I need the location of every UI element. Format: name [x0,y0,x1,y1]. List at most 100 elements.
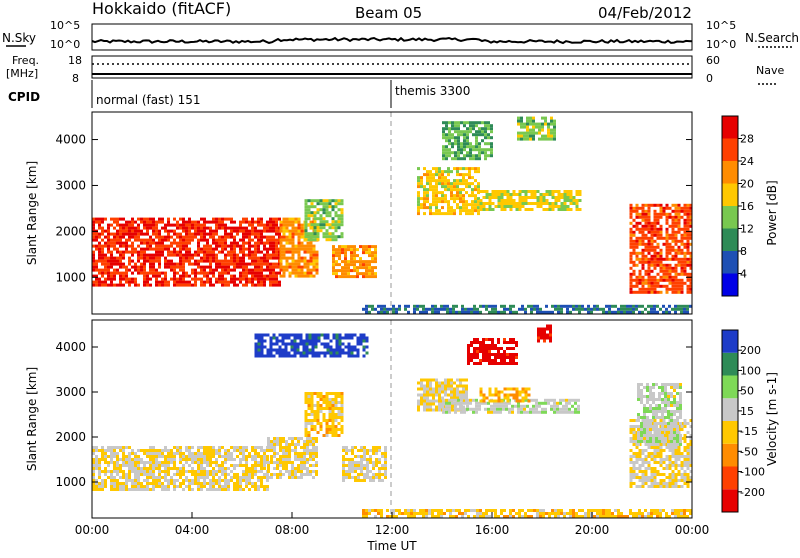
power-cell [294,265,298,269]
power-cell [560,196,564,199]
power-cell [218,280,221,284]
power-cell [131,232,134,236]
velocity-cell [460,410,463,414]
power-cell [179,259,182,263]
velocity-cell [541,410,544,414]
velocity-cell [366,476,369,479]
power-cell [113,244,116,248]
velocity-cell [245,473,248,476]
velocity-cell [565,398,568,402]
power-cell [359,260,362,264]
power-cell [164,271,167,275]
power-cell [524,202,528,205]
power-cell [188,283,191,287]
velocity-cell [101,485,104,488]
power-cell [149,217,152,221]
power-cell [122,262,125,266]
station-title: Hokkaido (fitACF) [92,0,231,18]
power-cell [423,200,426,204]
power-cell [131,259,134,263]
power-cell [110,277,113,281]
power-cell [463,130,466,134]
power-cell [653,284,657,288]
power-cell [347,272,350,276]
power-cell [344,245,347,249]
power-cell [278,283,281,287]
power-cell [650,254,654,258]
power-cell [285,238,289,242]
velocity-cell [167,470,170,473]
power-cell [371,269,374,273]
velocity-cell [266,458,269,461]
power-cell [254,247,257,251]
velocity-cell [337,416,341,419]
power-cell [167,217,170,221]
velocity-cell [482,359,485,362]
velocity-cell [291,461,294,464]
power-cell [463,124,466,128]
power-cell [677,212,681,216]
power-cell [266,259,269,263]
velocity-cell [337,413,341,416]
velocity-cell [523,410,526,414]
power-cell [488,304,491,308]
power-cell [659,260,663,264]
power-cell [423,212,426,216]
velocity-cell [335,342,339,346]
power-cell [689,224,693,228]
power-cell [272,220,275,224]
velocity-cell [200,467,203,470]
velocity-cell [325,398,329,401]
velocity-cell [482,356,485,359]
power-cell [260,256,263,260]
velocity-cell [267,446,270,449]
velocity-cell [185,455,188,458]
velocity-cell [197,479,200,482]
power-cell [668,236,672,240]
velocity-cell [128,455,131,458]
velocity-cell [307,419,311,422]
power-cell [448,139,451,143]
power-cell [686,263,690,267]
power-cell [447,182,450,186]
power-cell [167,220,170,224]
velocity-cell [453,390,456,394]
power-cell [185,241,188,245]
power-cell [275,217,278,221]
power-cell [119,262,122,266]
velocity-cell [290,345,294,349]
power-cell [689,272,693,276]
velocity-cell [251,455,254,458]
velocity-cell [329,351,333,355]
velocity-cell [509,359,512,362]
power-cell [182,229,185,233]
power-cell [474,188,477,192]
power-cell [509,310,512,314]
velocity-cell [203,455,206,458]
power-cell [656,203,660,207]
power-cell [469,127,472,131]
velocity-cell [110,479,113,482]
power-cell [125,244,128,248]
power-cell [362,275,365,279]
power-cell [209,235,212,239]
power-cell [269,265,272,269]
power-cell [653,263,657,267]
velocity-cell [647,452,651,455]
velocity-cell [282,458,285,461]
velocity-cell [328,431,332,434]
velocity-cell [448,398,451,402]
power-cell [149,256,152,260]
velocity-cell [629,437,633,440]
velocity-cell [287,333,291,337]
power-cell [173,223,176,227]
power-cell [152,271,155,275]
power-cell [335,275,338,279]
velocity-cell [559,401,562,405]
power-cell [689,221,693,225]
velocity-cell [354,464,357,467]
power-cell [239,265,242,269]
velocity-cell [328,410,332,413]
power-cell [182,259,185,263]
power-cell [297,238,301,242]
